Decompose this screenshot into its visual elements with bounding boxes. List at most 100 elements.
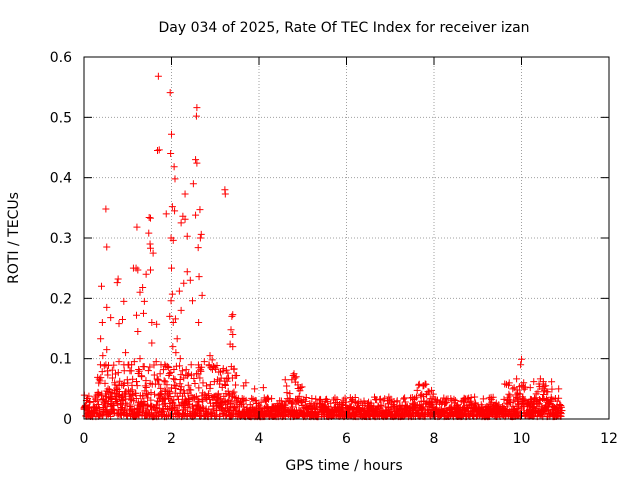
noise-point bbox=[393, 397, 401, 405]
noise-point bbox=[377, 401, 385, 409]
noise-point bbox=[506, 398, 514, 406]
noise-point bbox=[142, 383, 150, 391]
data-point bbox=[173, 335, 181, 343]
data-point bbox=[193, 159, 201, 167]
noise-point bbox=[357, 398, 365, 406]
data-point bbox=[97, 335, 105, 343]
data-point bbox=[147, 214, 154, 222]
noise-point bbox=[415, 380, 423, 388]
noise-point bbox=[542, 382, 550, 390]
noise-point bbox=[510, 384, 518, 392]
noise-point bbox=[135, 367, 143, 375]
data-point bbox=[154, 147, 161, 155]
noise-point bbox=[295, 392, 303, 400]
noise-point bbox=[101, 379, 109, 387]
data-point bbox=[240, 382, 248, 390]
data-point bbox=[156, 370, 164, 378]
data-point bbox=[134, 266, 142, 274]
data-point bbox=[555, 385, 563, 393]
noise-point bbox=[418, 404, 426, 412]
data-point bbox=[229, 343, 237, 351]
data-point bbox=[171, 207, 179, 215]
noise-point bbox=[191, 380, 199, 388]
data-point bbox=[95, 375, 103, 383]
noise-point bbox=[128, 361, 136, 369]
noise-point bbox=[213, 361, 221, 369]
noise-point bbox=[296, 387, 304, 395]
data-point bbox=[517, 361, 525, 369]
noise-point bbox=[256, 403, 264, 411]
data-point bbox=[145, 229, 153, 237]
noise-point bbox=[411, 394, 419, 402]
noise-point bbox=[142, 390, 150, 398]
data-point bbox=[518, 355, 525, 363]
data-point bbox=[168, 130, 175, 138]
noise-point bbox=[122, 399, 130, 407]
data-point bbox=[291, 374, 299, 382]
y-tick-label: 0.4 bbox=[50, 171, 72, 187]
data-point bbox=[134, 328, 142, 336]
noise-point bbox=[185, 400, 193, 408]
noise-point bbox=[324, 398, 332, 406]
y-tick-label: 0.1 bbox=[50, 352, 72, 368]
data-point bbox=[169, 343, 177, 351]
noise-point bbox=[135, 366, 143, 374]
noise-point bbox=[413, 386, 421, 394]
noise-point bbox=[184, 372, 192, 380]
noise-point bbox=[85, 392, 93, 400]
data-point bbox=[189, 180, 197, 188]
data-point bbox=[181, 215, 189, 223]
data-point bbox=[227, 326, 235, 334]
data-point bbox=[192, 211, 200, 219]
noise-point bbox=[129, 375, 137, 383]
noise-point bbox=[100, 398, 108, 406]
data-point bbox=[103, 303, 111, 311]
data-point bbox=[120, 367, 128, 375]
noise-point bbox=[443, 399, 451, 407]
data-point bbox=[107, 314, 115, 322]
noise-point bbox=[156, 390, 164, 398]
data-point bbox=[168, 203, 176, 211]
data-point bbox=[132, 264, 140, 272]
noise-point bbox=[205, 362, 213, 370]
data-point bbox=[194, 244, 202, 252]
data-point bbox=[140, 309, 147, 317]
noise-point bbox=[518, 381, 526, 389]
data-point bbox=[221, 190, 229, 198]
noise-point bbox=[182, 366, 190, 374]
data-point bbox=[140, 297, 148, 305]
noise-point bbox=[110, 361, 118, 369]
y-tick-label: 0.5 bbox=[50, 110, 72, 126]
noise-point bbox=[302, 397, 310, 405]
data-point bbox=[148, 318, 156, 326]
noise-point bbox=[401, 394, 409, 402]
noise-point bbox=[170, 381, 178, 389]
noise-point bbox=[198, 363, 206, 371]
noise-point bbox=[428, 398, 436, 406]
data-point bbox=[210, 378, 218, 386]
noise-point bbox=[224, 387, 232, 395]
x-tick-label: 2 bbox=[167, 431, 176, 447]
data-point bbox=[186, 276, 194, 284]
noise-point bbox=[298, 383, 306, 391]
noise-point bbox=[229, 389, 237, 397]
data-point bbox=[208, 356, 216, 364]
noise-point bbox=[451, 396, 459, 404]
noise-point bbox=[147, 389, 155, 397]
data-point bbox=[193, 104, 201, 112]
noise-point bbox=[534, 388, 542, 396]
data-point bbox=[192, 112, 200, 120]
data-point bbox=[103, 346, 111, 354]
data-point bbox=[115, 320, 123, 328]
noise-point bbox=[144, 367, 152, 375]
noise-point bbox=[165, 370, 173, 378]
data-point bbox=[103, 243, 111, 251]
noise-point bbox=[176, 375, 184, 383]
data-point bbox=[115, 358, 123, 366]
noise-point bbox=[479, 395, 487, 403]
noise-point bbox=[555, 394, 563, 402]
noise-point bbox=[163, 381, 171, 389]
data-point bbox=[113, 279, 121, 287]
noise-point bbox=[177, 371, 185, 379]
noise-point bbox=[232, 381, 240, 389]
